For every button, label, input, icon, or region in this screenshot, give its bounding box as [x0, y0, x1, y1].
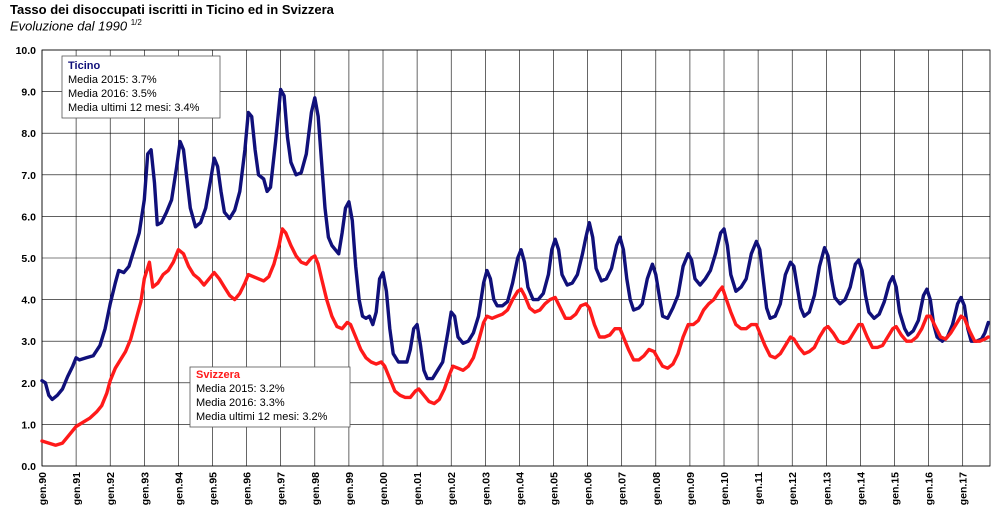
- y-tick-label: 4.0: [21, 295, 36, 307]
- annotation-svizzera-title: Svizzera: [196, 369, 241, 381]
- x-tick-label: gen.03: [480, 472, 492, 505]
- x-tick-label: gen.15: [890, 472, 902, 505]
- x-tick-label: gen.91: [71, 472, 83, 505]
- x-axis-ticks: gen.90 gen.91 gen.92 gen.93 gen.94 gen.95 gen.…: [37, 472, 970, 505]
- annotation-svizzera-line-1: Media 2015: 3.2%: [196, 383, 285, 395]
- y-tick-label: 3.0: [21, 336, 36, 348]
- x-tick-label: gen.01: [412, 472, 424, 505]
- annotation-svizzera: Svizzera Media 2015: 3.2% Media 2016: 3.…: [189, 366, 351, 428]
- annotation-ticino-box: [61, 55, 221, 119]
- x-tick-label: gen.05: [549, 472, 561, 505]
- x-tick-label: gen.96: [242, 472, 254, 505]
- annotation-svizzera-line-2: Media 2016: 3.3%: [196, 397, 285, 409]
- x-tick-label: gen.10: [719, 472, 731, 505]
- x-tick-label: gen.02: [446, 472, 458, 505]
- x-tick-label: gen.13: [821, 472, 833, 505]
- subtitle-footnote: 1/2: [130, 18, 142, 27]
- y-tick-label: 2.0: [21, 378, 36, 390]
- x-tick-label: gen.08: [651, 472, 663, 505]
- chart-series: [40, 87, 990, 447]
- y-tick-label: 6.0: [21, 211, 36, 223]
- subtitle-text: Evoluzione dal 1990: [10, 18, 128, 34]
- annotation-svizzera-line-3: Media ultimi 12 mesi: 3.2%: [196, 411, 328, 423]
- y-tick-label: 5.0: [21, 253, 36, 265]
- x-tick-label: gen.95: [208, 472, 220, 505]
- x-tick-label: gen.00: [378, 472, 390, 505]
- x-tick-label: gen.17: [958, 472, 970, 505]
- x-tick-label: gen.09: [685, 472, 697, 505]
- annotation-ticino-line-2: Media 2016: 3.5%: [68, 88, 157, 100]
- x-tick-label: gen.98: [310, 472, 322, 505]
- y-tick-label: 10.0: [16, 45, 37, 57]
- chart-title: Tasso dei disoccupati iscritti in Ticino…: [10, 2, 334, 17]
- series-line-svizzera: [40, 227, 990, 447]
- x-tick-label: gen.14: [855, 472, 867, 505]
- x-tick-label: gen.11: [753, 472, 765, 505]
- y-tick-label: 7.0: [21, 170, 36, 182]
- annotation-ticino: Ticino Media 2015: 3.7% Media 2016: 3.5%…: [61, 55, 221, 119]
- x-tick-label: gen.92: [105, 472, 117, 505]
- y-tick-label: 0.0: [21, 461, 36, 473]
- annotation-ticino-line-1: Media 2015: 3.7%: [68, 74, 157, 86]
- x-tick-label: gen.93: [139, 472, 151, 505]
- x-tick-label: gen.04: [514, 472, 526, 505]
- x-tick-label: gen.07: [617, 472, 629, 505]
- chart-subtitle: Evoluzione dal 1990 1/2: [10, 18, 142, 33]
- y-tick-label: 8.0: [21, 128, 36, 140]
- x-tick-label: gen.97: [276, 472, 288, 505]
- x-tick-label: gen.06: [583, 472, 595, 505]
- annotation-ticino-line-3: Media ultimi 12 mesi: 3.4%: [68, 102, 200, 114]
- y-tick-label: 1.0: [21, 419, 36, 431]
- x-tick-label: gen.94: [173, 472, 185, 505]
- annotation-ticino-title: Ticino: [68, 60, 100, 72]
- series-line-ticino: [40, 87, 990, 402]
- y-tick-label: 9.0: [21, 87, 36, 99]
- x-tick-label: gen.99: [344, 472, 356, 505]
- x-tick-label: gen.16: [924, 472, 936, 505]
- y-axis-ticks: 0.0 1.0 2.0 3.0 4.0 5.0 6.0 7.0 8.0 9.0 10.0: [16, 45, 37, 473]
- annotation-svizzera-box: [189, 366, 351, 428]
- x-tick-label: gen.90: [37, 472, 49, 505]
- x-tick-label: gen.12: [787, 472, 799, 505]
